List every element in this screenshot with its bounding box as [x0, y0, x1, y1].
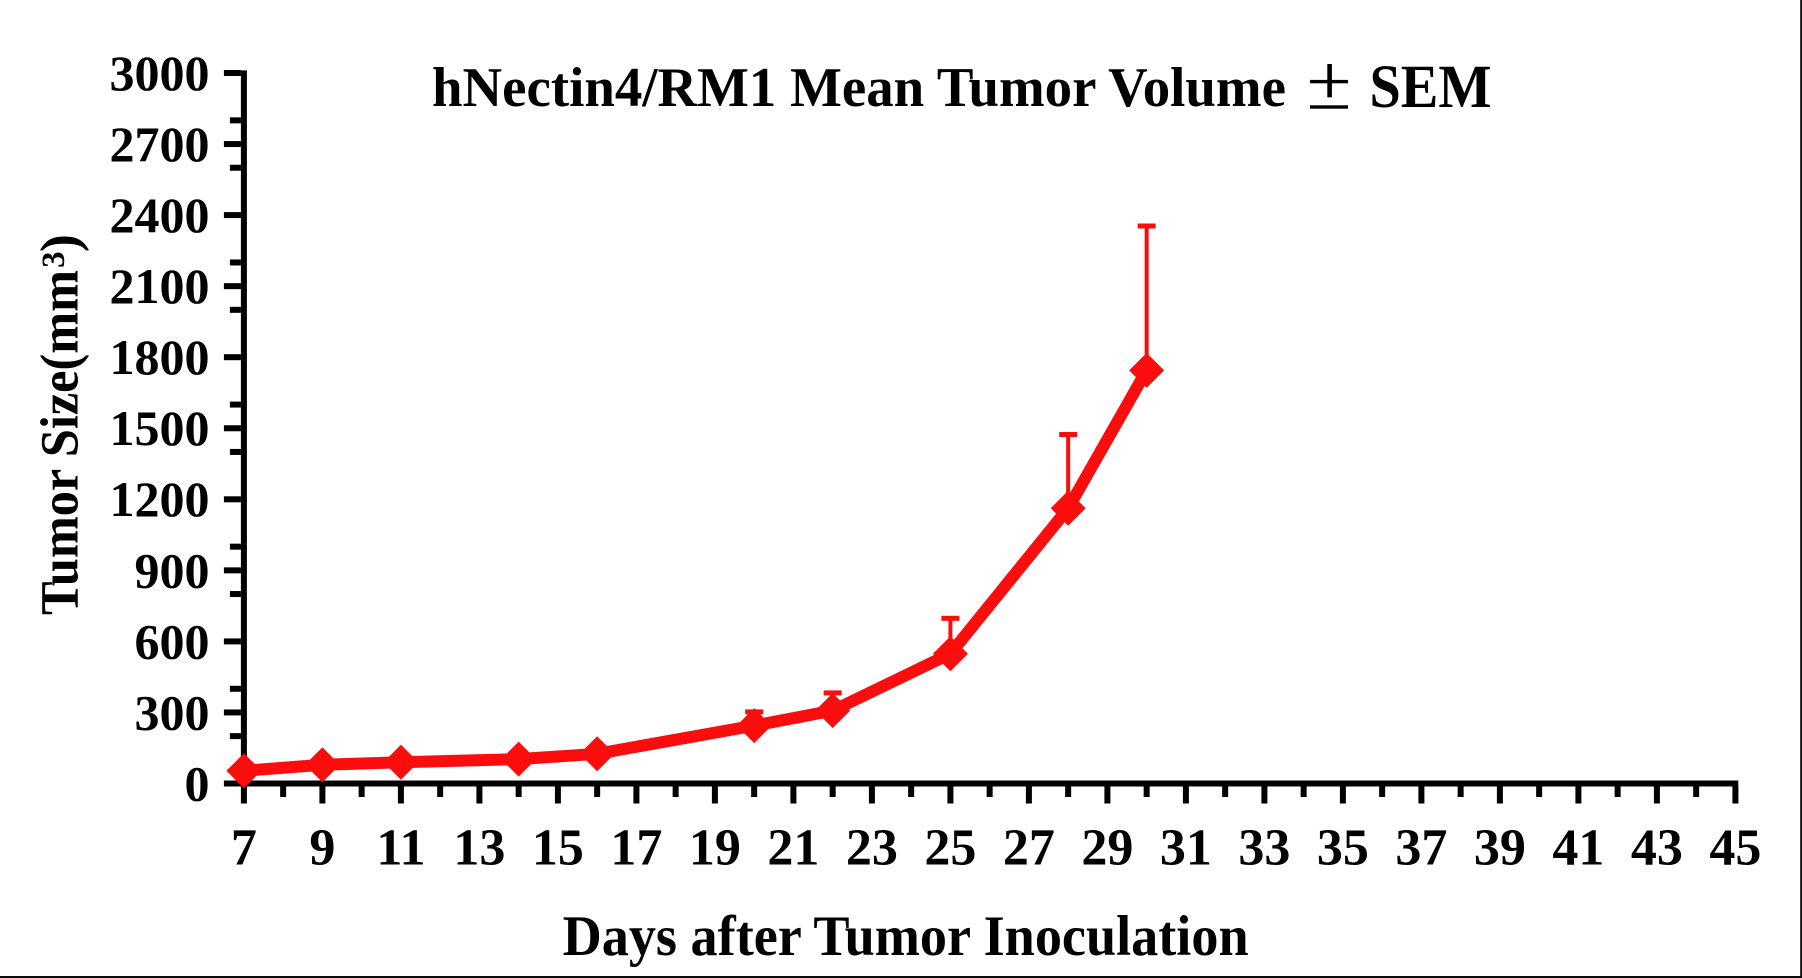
svg-text:7: 7: [231, 820, 257, 877]
svg-text:21: 21: [767, 820, 819, 877]
svg-text:33: 33: [1238, 820, 1290, 877]
svg-text:17: 17: [610, 820, 662, 877]
svg-text:1800: 1800: [110, 329, 210, 385]
svg-text:Tumor Size(mm: Tumor Size(mm: [30, 270, 90, 615]
svg-text:27: 27: [1003, 820, 1055, 877]
svg-text:hNectin4/RM1 Mean Tumor Volume: hNectin4/RM1 Mean Tumor Volume: [432, 57, 1286, 119]
svg-text:SEM: SEM: [1370, 54, 1492, 121]
svg-text:3: 3: [36, 251, 72, 268]
svg-text:9: 9: [309, 820, 335, 877]
svg-text:37: 37: [1395, 820, 1447, 877]
svg-text:41: 41: [1552, 820, 1604, 877]
svg-text:900: 900: [135, 542, 210, 598]
svg-text:2700: 2700: [110, 116, 210, 172]
svg-text:0: 0: [185, 755, 210, 811]
svg-text:2100: 2100: [110, 258, 210, 314]
svg-text:29: 29: [1081, 820, 1133, 877]
svg-text:13: 13: [453, 820, 505, 877]
svg-text:45: 45: [1709, 820, 1761, 877]
svg-text:19: 19: [689, 820, 741, 877]
svg-text:3000: 3000: [110, 45, 210, 101]
svg-text:25: 25: [924, 820, 976, 877]
svg-text:1200: 1200: [110, 471, 210, 527]
svg-text:2400: 2400: [110, 187, 210, 243]
svg-text:): ): [30, 234, 90, 252]
svg-text:Days after Tumor Inoculation: Days after Tumor Inoculation: [563, 905, 1249, 968]
svg-text:600: 600: [135, 613, 210, 669]
svg-text:15: 15: [532, 820, 584, 877]
svg-text:300: 300: [135, 684, 210, 740]
svg-text:43: 43: [1631, 820, 1683, 877]
svg-text:39: 39: [1474, 820, 1526, 877]
svg-text:11: 11: [376, 820, 425, 877]
svg-text:1500: 1500: [110, 400, 210, 456]
svg-text:31: 31: [1160, 820, 1212, 877]
svg-text:35: 35: [1317, 820, 1369, 877]
svg-text:23: 23: [846, 820, 898, 877]
